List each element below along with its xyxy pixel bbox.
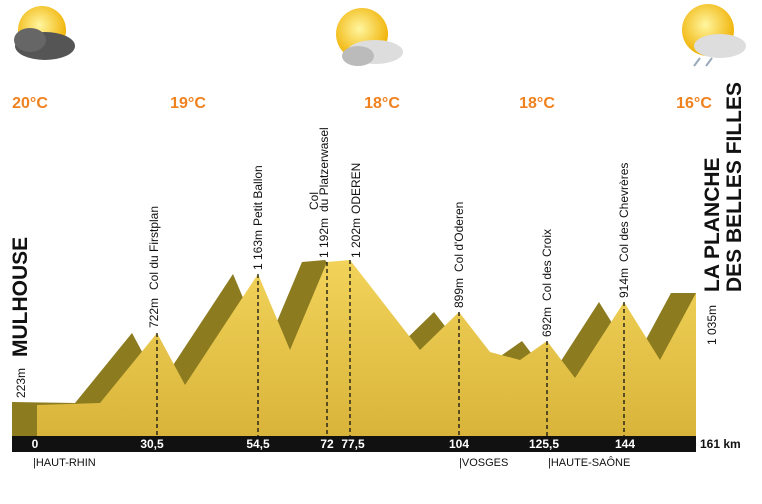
region: |HAUT-RHIN	[33, 457, 96, 469]
point-altitude: 692m	[540, 307, 554, 337]
weather-icon	[14, 6, 75, 60]
km-marker: 144	[615, 437, 635, 451]
profile-face	[37, 260, 696, 436]
point-name: ODEREN	[349, 163, 363, 214]
finish-name: DES BELLES FILLES	[723, 82, 746, 292]
km-marker: 30,5	[140, 437, 164, 451]
km-marker: 72	[320, 437, 334, 451]
region: |HAUTE-SAÔNE	[548, 456, 630, 469]
point-altitude: 899m	[452, 278, 466, 308]
km-marker: 104	[449, 437, 469, 451]
point-altitude: 1 202m	[349, 218, 363, 258]
km-marker: 77,5	[341, 437, 365, 451]
km-bar	[12, 436, 696, 452]
km-marker: 161 km	[700, 437, 741, 451]
km-marker: 0	[32, 437, 39, 451]
temperature: 20°C	[12, 95, 48, 112]
point-name: Col du Firstplan	[147, 206, 161, 290]
finish-name: LA PLANCHE	[701, 157, 724, 292]
temperature: 18°C	[364, 95, 400, 112]
km-marker: 54,5	[246, 437, 270, 451]
point-name: Col des Croix	[540, 229, 554, 301]
point-altitude: 722m	[147, 298, 161, 328]
temperature: 16°C	[676, 95, 712, 112]
weather-icon	[682, 4, 746, 67]
temperature: 19°C	[170, 95, 206, 112]
point-name: Col d'Oderen	[452, 202, 466, 272]
temperature: 18°C	[519, 95, 555, 112]
km-marker: 125,5	[529, 437, 559, 451]
weather-icon	[336, 8, 403, 66]
point-altitude: 1 163m	[251, 230, 265, 270]
point-name: Col	[307, 192, 321, 210]
finish-altitude: 1 035m	[705, 305, 719, 345]
start-name: MULHOUSE	[9, 237, 32, 357]
point-name: du Platzerwasel	[317, 127, 331, 212]
point-name: Petit Ballon	[251, 165, 265, 226]
point-altitude: 1 192m	[317, 218, 331, 258]
point-altitude: 914m	[617, 268, 631, 298]
start-altitude: 223m	[14, 368, 28, 398]
region: |VOSGES	[459, 457, 508, 469]
peak-lines	[156, 260, 625, 436]
point-name: Col des Chevrères	[617, 163, 631, 262]
